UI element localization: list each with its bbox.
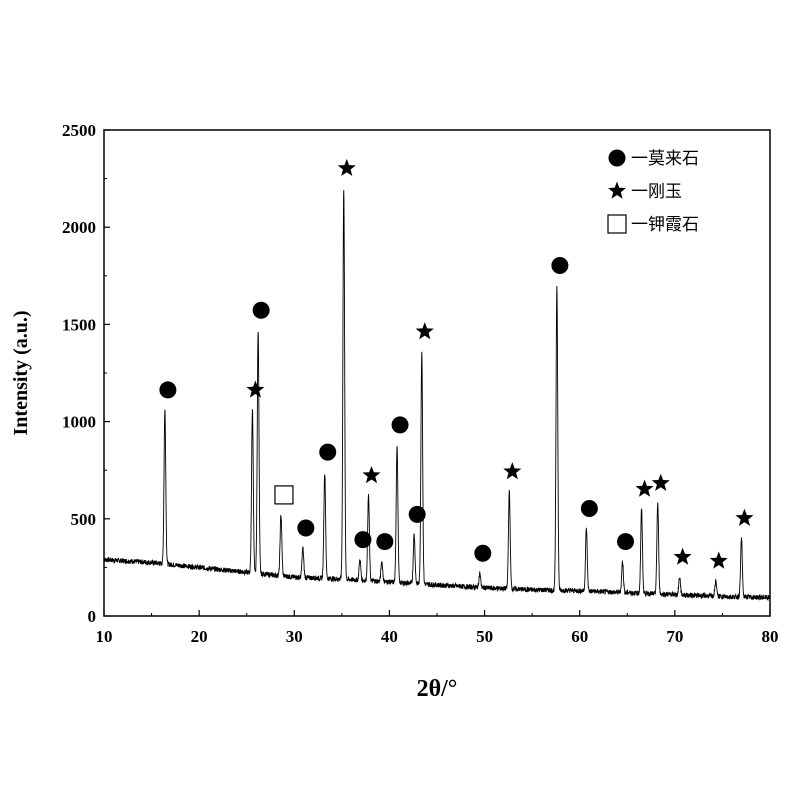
x-tick-label: 30 (286, 627, 303, 646)
peak-marker-circle (551, 257, 569, 275)
legend-marker-circle (608, 149, 626, 167)
peak-marker-circle (408, 505, 426, 523)
peak-marker-circle (319, 443, 337, 461)
peak-marker-circle (297, 519, 315, 537)
peak-marker-star (337, 158, 356, 177)
peak-marker-circle (354, 531, 372, 549)
peak-marker-square (274, 485, 294, 505)
plot-frame (103, 129, 771, 617)
x-tick-label: 70 (666, 627, 683, 646)
peak-marker-star (635, 479, 654, 497)
y-axis: 0 500 1000 1500 2000 2500 (62, 121, 110, 626)
peak-marker-star (651, 473, 670, 491)
peak-marker-circle (617, 533, 635, 551)
peak-marker-circle (159, 381, 177, 399)
peak-marker-star (415, 322, 434, 340)
x-tick-label: 80 (762, 627, 779, 646)
legend-marker-square (607, 214, 627, 234)
y-tick-label: 2000 (62, 218, 96, 237)
peak-marker-star (735, 508, 754, 526)
x-tick-label: 50 (476, 627, 493, 646)
y-tick-label: 1000 (62, 413, 96, 432)
phase-markers (159, 158, 754, 569)
peak-marker-circle (474, 544, 492, 562)
peak-marker-circle (376, 533, 394, 551)
x-tick-label: 40 (381, 627, 398, 646)
x-tick-label: 10 (96, 627, 113, 646)
y-axis-title: Intensity (a.u.) (10, 310, 32, 435)
y-tick-label: 2500 (62, 121, 96, 140)
peak-marker-star (673, 547, 692, 565)
peak-marker-circle (391, 416, 409, 434)
peak-marker-star (362, 465, 381, 484)
x-axis-title: 2θ/° (417, 676, 458, 702)
y-tick-label: 1500 (62, 315, 96, 334)
y-tick-label: 500 (71, 510, 97, 529)
legend-label: 一钾霞石 (631, 215, 699, 235)
peak-marker-star (246, 380, 265, 398)
peak-marker-circle (252, 301, 270, 319)
legend-marker-star (607, 181, 627, 199)
x-axis: 10 20 30 40 50 60 70 80 (96, 610, 779, 646)
x-tick-label: 60 (571, 627, 588, 646)
legend-label: 一刚玉 (631, 182, 682, 202)
x-tick-label: 20 (191, 627, 208, 646)
legend-label: 一莫来石 (631, 149, 699, 169)
diffraction-pattern-line (103, 190, 771, 602)
peak-marker-star (709, 551, 728, 569)
y-tick-label: 0 (88, 607, 97, 626)
peak-marker-circle (580, 500, 598, 518)
peak-marker-star (503, 462, 522, 480)
